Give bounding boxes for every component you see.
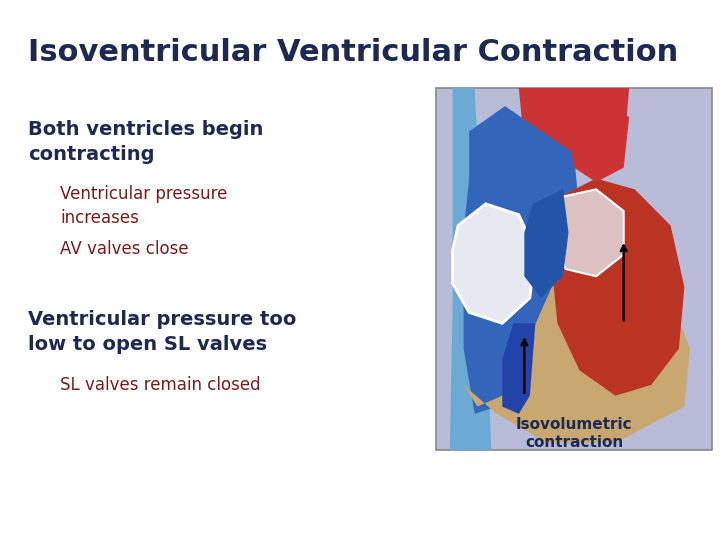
Polygon shape xyxy=(524,190,569,298)
Text: SL valves remain closed: SL valves remain closed xyxy=(60,376,261,394)
Polygon shape xyxy=(464,262,690,443)
Text: Both ventricles begin
contracting: Both ventricles begin contracting xyxy=(28,120,264,164)
Polygon shape xyxy=(552,179,685,396)
Polygon shape xyxy=(569,106,629,182)
Text: Isovolumetric
contraction: Isovolumetric contraction xyxy=(516,416,632,450)
Text: Ventricular pressure
increases: Ventricular pressure increases xyxy=(60,185,228,227)
Polygon shape xyxy=(503,323,536,414)
Text: Ventricular pressure too
low to open SL valves: Ventricular pressure too low to open SL … xyxy=(28,310,297,354)
Bar xyxy=(436,88,712,450)
Polygon shape xyxy=(453,204,536,323)
Polygon shape xyxy=(554,190,624,276)
Polygon shape xyxy=(450,88,491,450)
Polygon shape xyxy=(464,106,580,414)
Polygon shape xyxy=(519,88,629,167)
Text: Isoventricular Ventricular Contraction: Isoventricular Ventricular Contraction xyxy=(28,38,678,67)
Text: AV valves close: AV valves close xyxy=(60,240,189,258)
